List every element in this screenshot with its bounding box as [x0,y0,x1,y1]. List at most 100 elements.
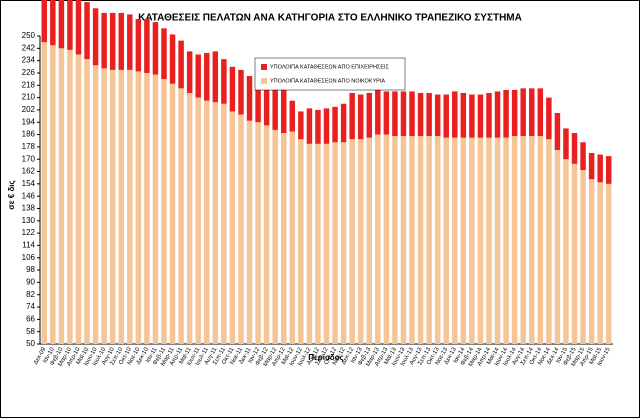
bar-segment [477,137,484,344]
bar-segment [546,97,552,140]
bar-segment [520,88,526,137]
bar-segment [101,12,107,69]
y-tick-label: 74 [26,302,35,311]
bar-segment [537,88,544,137]
bar-segment [315,109,321,144]
bar-segment [417,136,424,344]
bar-segment [306,143,313,344]
bar-segment [289,100,296,132]
y-tick-label: 82 [26,290,35,299]
bar-segment [511,89,518,137]
bar-segment [452,91,458,138]
bar-segment [75,0,82,55]
y-tick-label: 210 [22,93,36,102]
bar-segment [144,19,150,73]
bar-segment [272,129,278,344]
bar-segment [349,92,355,140]
bar-segment [580,169,586,344]
bar-segment [161,79,167,345]
y-tick-label: 218 [22,80,36,89]
bar-segment [50,0,56,46]
bar-segment [400,91,407,137]
bar-segment [469,137,475,344]
bar-segment [546,139,552,344]
y-tick-label: 162 [22,167,36,176]
bar-segment [255,79,261,123]
bar-segment [263,125,270,344]
bar-segment [357,94,364,140]
bar-segment [469,94,475,138]
bar-segment [426,92,432,137]
bar-segment [204,52,210,101]
bar-segment [229,111,236,345]
bar-segment [503,89,509,138]
bar-segment [426,136,432,344]
bar-segment [357,139,364,344]
bar-segment [212,102,219,344]
legend-box [254,57,406,91]
bar-segment [67,0,73,50]
bar-segment [366,92,372,138]
y-tick-label: 146 [22,191,36,200]
bar-segment [554,113,561,150]
bar-segment [537,136,544,344]
bar-segment [84,2,90,60]
bar-segment [272,88,278,130]
bar-segment [460,92,467,138]
bar-segment [520,136,526,344]
bar-segment [41,0,48,43]
bar-segment [109,12,116,70]
y-tick-label: 122 [22,228,36,237]
bar-segment [281,133,287,344]
bar-segment [75,54,82,344]
y-tick-label: 66 [26,314,35,323]
bar-segment [118,69,124,344]
bar-segment [92,8,99,66]
y-axis-label: σε € δις [7,180,16,209]
bar-segment [494,137,501,344]
bar-segment [186,51,193,93]
bar-segment [375,134,381,344]
bar-segment [246,120,253,344]
bar-segment [383,91,390,135]
bar-segment [597,182,603,344]
y-tick-label: 50 [26,339,35,348]
bar-segment [306,108,313,144]
bar-segment [212,51,219,103]
bar-segment [563,159,569,344]
bar-segment [221,59,227,104]
bar-segment [554,149,561,344]
bar-segment [340,142,347,344]
bar-segment [127,14,133,70]
y-tick-label: 250 [22,31,36,40]
bar-segment [392,136,398,344]
y-tick-label: 186 [22,130,36,139]
bar-segment [434,94,441,137]
bar-segment [281,89,287,134]
bar-segment [563,128,569,160]
y-tick-label: 234 [22,56,36,65]
bar-segment [263,80,270,126]
bar-segment [486,137,492,344]
bar-segment [186,92,193,344]
bar-segment [340,103,347,143]
bar-segment [178,40,184,89]
bar-segment [434,136,441,344]
bar-segment [417,92,424,137]
bar-segment [101,68,107,344]
bar-segment [443,94,449,138]
bar-segment [349,139,355,344]
y-tick-label: 154 [22,179,36,188]
y-tick-label: 58 [26,327,35,336]
bar-segment [486,92,492,138]
bar-segment [588,153,595,180]
bar-segment [135,71,142,345]
bar-segment [443,137,449,344]
legend-label: ΥΠΟΛΟΙΠΑ ΚΑΤΑΘΕΣΕΩΝ ΑΠΟ ΝΟΙΚΟΚΥΡΙΑ [270,78,385,84]
bar-segment [529,88,535,137]
bar-segment [298,139,304,344]
bar-segment [221,103,227,344]
y-tick-label: 130 [22,216,36,225]
bar-segment [238,69,244,115]
